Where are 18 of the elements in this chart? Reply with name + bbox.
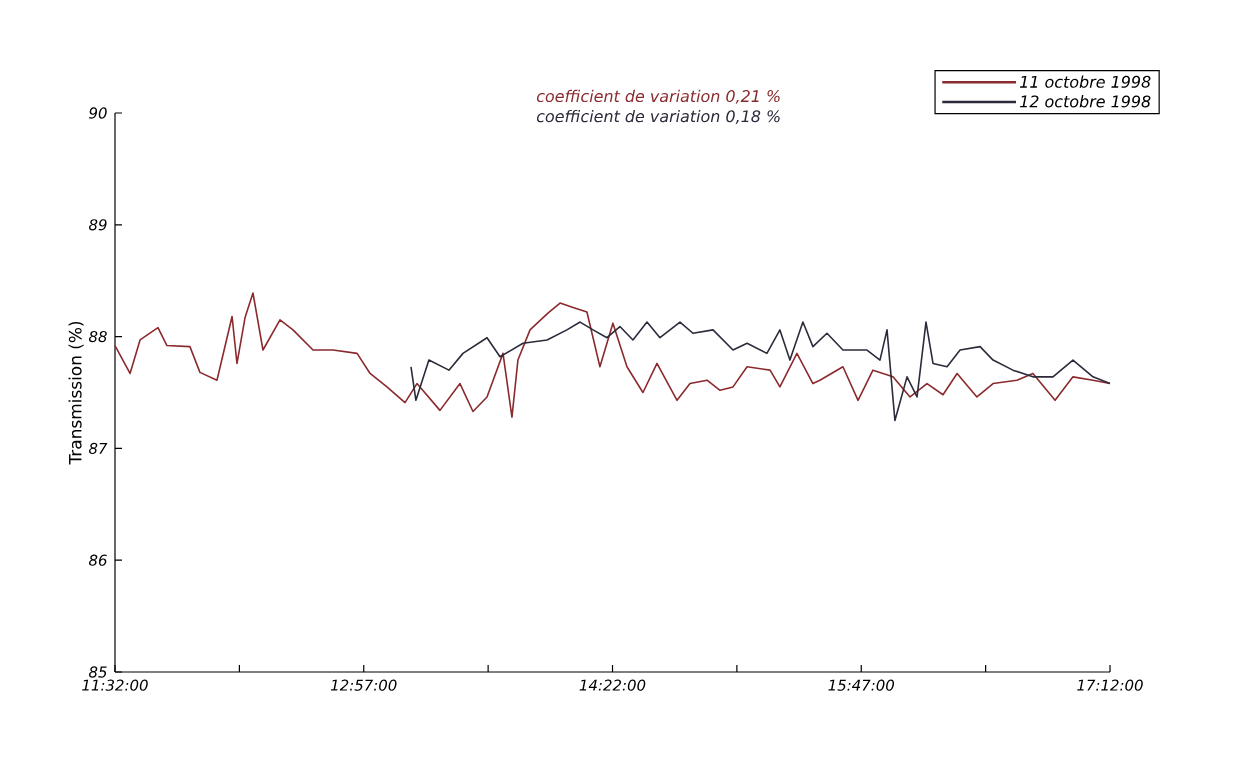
y-tick-label: 88 [88,330,107,343]
y-tick-label: 85 [88,666,107,678]
legend-label: 11 octobre 1998 [1019,75,1151,88]
legend-label: 12 octobre 1998 [1019,95,1151,108]
annotation: coefficient de variation 0,18 % [536,109,780,124]
y-tick-label: 86 [88,554,107,566]
x-tick-label: 17:12:00 [1077,679,1143,691]
y-tick-label: 89 [88,219,107,231]
y-axis-title: Transmission (%) [68,321,84,465]
y-tick-label: 87 [88,442,108,455]
line-series [114,292,1111,418]
text: coefficient de variation 0,21 % [536,89,780,104]
x-tick-label: 11:32:00 [82,679,148,691]
line-series [410,321,1111,422]
y-tick-label: 90 [89,107,107,119]
x-tick-label: 12:57:00 [330,679,397,691]
x-tick-label: 15:47:00 [828,679,895,691]
x-tick-label: 14:22:00 [579,679,646,691]
